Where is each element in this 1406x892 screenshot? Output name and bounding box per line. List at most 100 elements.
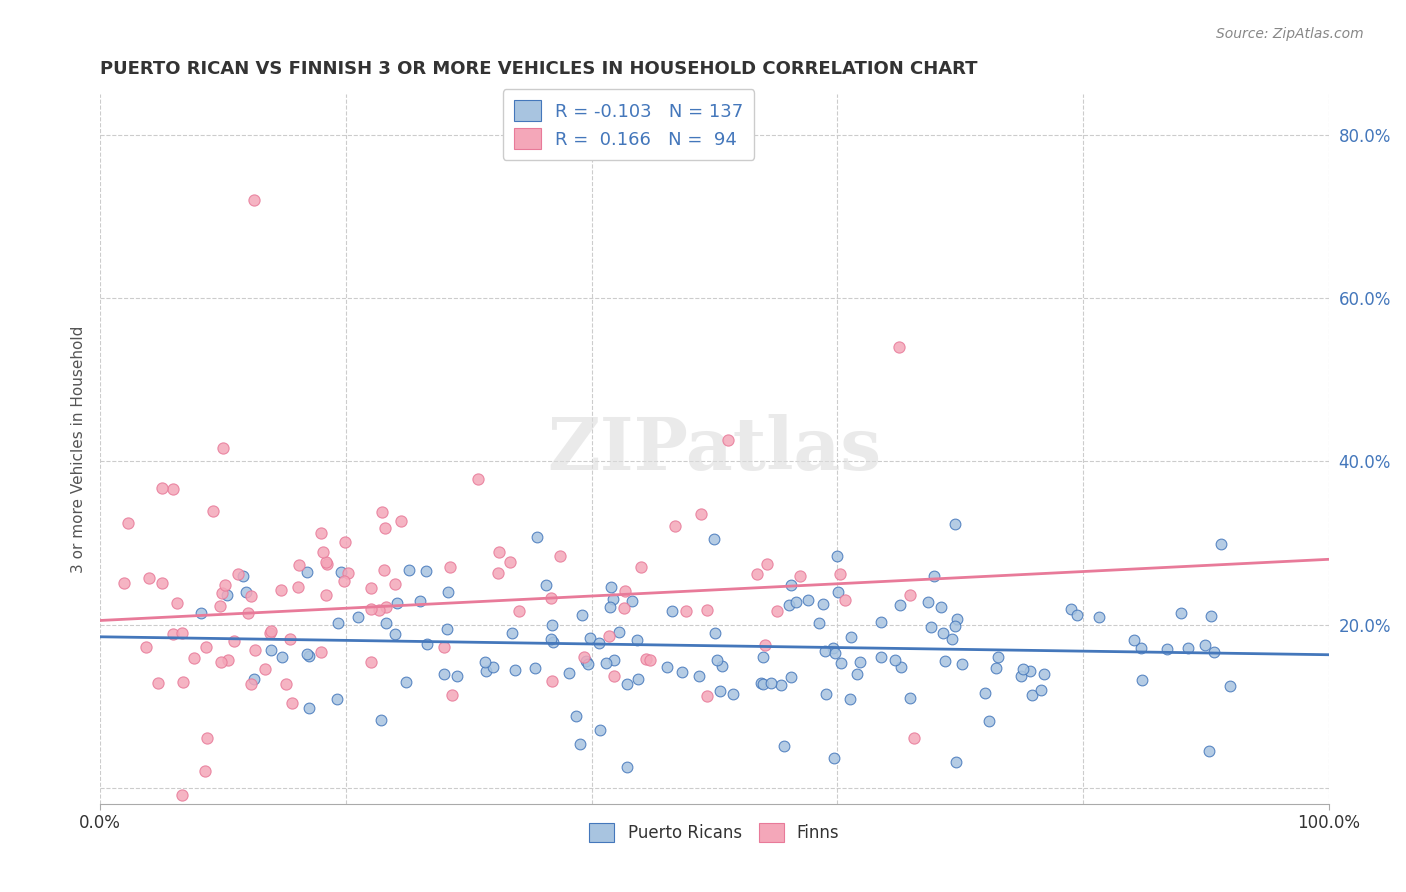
Point xyxy=(974,686,997,700)
Point xyxy=(779,578,801,592)
Point xyxy=(217,653,239,667)
Point xyxy=(276,677,298,691)
Point xyxy=(849,655,872,669)
Point xyxy=(150,575,173,590)
Point xyxy=(433,640,456,654)
Point xyxy=(588,636,610,650)
Point xyxy=(548,549,571,563)
Point xyxy=(260,624,283,639)
Y-axis label: 3 or more Vehicles in Household: 3 or more Vehicles in Household xyxy=(72,326,86,573)
Point xyxy=(1130,641,1153,656)
Point xyxy=(398,563,420,577)
Point xyxy=(1199,608,1222,623)
Point xyxy=(309,526,332,541)
Point xyxy=(825,549,848,563)
Point xyxy=(1018,664,1040,678)
Point xyxy=(209,655,232,669)
Point xyxy=(638,652,661,666)
Point xyxy=(316,557,339,571)
Point xyxy=(752,650,775,665)
Point xyxy=(709,683,731,698)
Point xyxy=(945,611,967,625)
Point xyxy=(270,582,292,597)
Point xyxy=(375,600,398,615)
Point xyxy=(1177,641,1199,656)
Point xyxy=(326,692,349,706)
Point xyxy=(745,566,768,581)
Point xyxy=(224,633,246,648)
Point xyxy=(112,576,135,591)
Point xyxy=(482,660,505,674)
Point xyxy=(574,650,596,665)
Point xyxy=(243,194,266,208)
Point xyxy=(240,590,263,604)
Point xyxy=(333,574,356,589)
Point xyxy=(828,566,851,581)
Point xyxy=(433,667,456,681)
Point xyxy=(194,764,217,778)
Point xyxy=(540,591,562,606)
Point xyxy=(501,626,523,640)
Point xyxy=(696,689,718,703)
Point xyxy=(1130,673,1153,687)
Point xyxy=(595,656,617,670)
Point xyxy=(630,560,652,574)
Point xyxy=(576,657,599,672)
Point xyxy=(1021,688,1043,702)
Point xyxy=(215,588,238,602)
Point xyxy=(671,665,693,679)
Point xyxy=(183,650,205,665)
Point xyxy=(172,675,194,690)
Point xyxy=(620,594,643,608)
Point xyxy=(271,649,294,664)
Point xyxy=(1209,537,1232,551)
Point xyxy=(759,676,782,690)
Point xyxy=(415,637,437,651)
Point xyxy=(540,632,562,647)
Point xyxy=(613,584,636,599)
Point xyxy=(166,596,188,610)
Point xyxy=(811,597,834,611)
Point xyxy=(360,655,382,669)
Point xyxy=(235,585,257,599)
Point xyxy=(807,615,830,630)
Point xyxy=(486,566,509,580)
Point xyxy=(815,687,838,701)
Point xyxy=(162,627,184,641)
Point xyxy=(602,591,624,606)
Point xyxy=(172,788,194,802)
Point xyxy=(941,632,963,647)
Point xyxy=(446,669,468,683)
Point xyxy=(297,647,319,661)
Point xyxy=(943,517,966,532)
Point xyxy=(887,340,910,354)
Point xyxy=(195,731,218,745)
Point xyxy=(287,581,309,595)
Text: Source: ZipAtlas.com: Source: ZipAtlas.com xyxy=(1216,27,1364,41)
Point xyxy=(752,676,775,690)
Point xyxy=(138,570,160,584)
Point xyxy=(278,632,301,646)
Point xyxy=(770,677,793,691)
Point xyxy=(259,626,281,640)
Point xyxy=(823,640,845,655)
Point xyxy=(607,625,630,640)
Point xyxy=(368,603,391,617)
Point xyxy=(347,610,370,624)
Point xyxy=(395,674,418,689)
Point xyxy=(214,577,236,591)
Point xyxy=(869,649,891,664)
Point xyxy=(436,622,458,636)
Point xyxy=(749,675,772,690)
Point xyxy=(932,626,955,640)
Point xyxy=(814,644,837,658)
Point xyxy=(789,569,811,583)
Point xyxy=(717,433,740,447)
Point xyxy=(603,669,626,683)
Point xyxy=(1066,608,1088,623)
Point xyxy=(1088,609,1111,624)
Point xyxy=(780,670,803,684)
Point xyxy=(931,599,953,614)
Point xyxy=(208,599,231,613)
Point xyxy=(245,643,267,657)
